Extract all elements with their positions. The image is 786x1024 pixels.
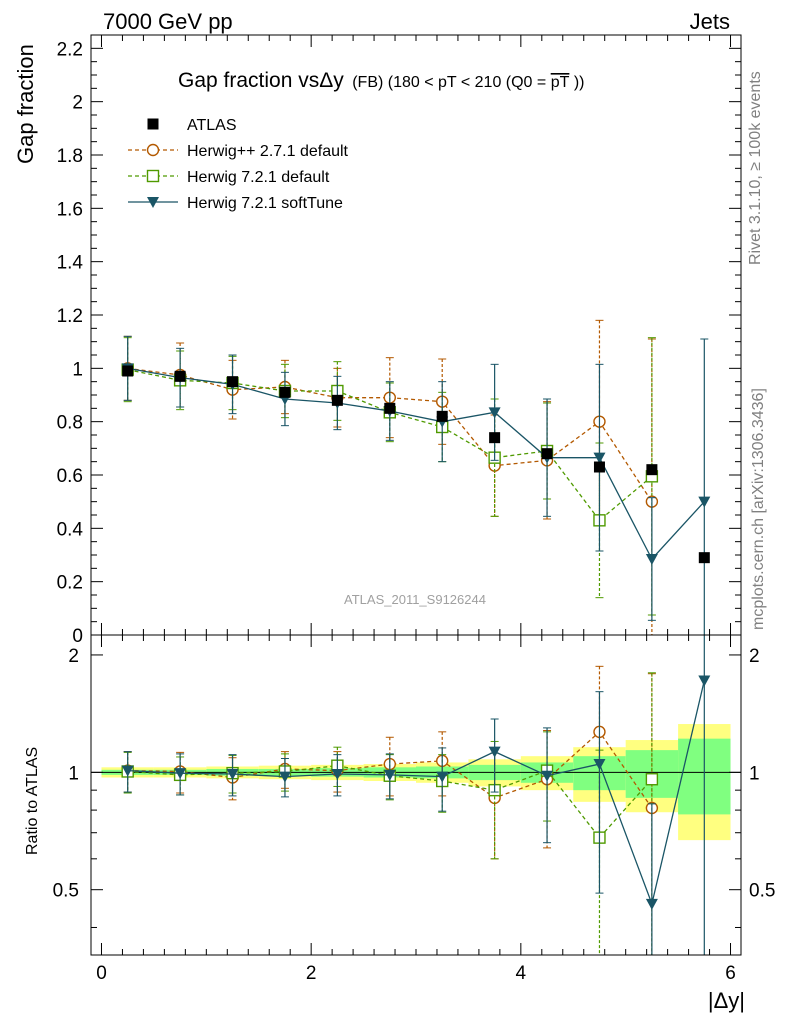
- atlas-point: [489, 432, 501, 444]
- atlas-point: [593, 461, 605, 473]
- atlas-point: [541, 448, 553, 460]
- ratio-y-tick-label: 1: [749, 763, 760, 784]
- ratio-point: [541, 770, 554, 782]
- analysis-watermark: ATLAS_2011_S9126244: [344, 592, 486, 607]
- legend-entry: Herwig 7.2.1 softTune: [128, 195, 343, 212]
- y-tick-label: 0.8: [57, 413, 83, 434]
- data-point: [698, 496, 711, 508]
- ratio-point: [226, 769, 239, 781]
- y-axis-label: Gap fraction: [13, 44, 38, 164]
- legend-entry: Herwig++ 2.7.1 default: [128, 143, 349, 160]
- y-tick-label: 0: [72, 626, 83, 647]
- mcplots-label: mcplots.cern.ch [arXiv:1306.3436]: [750, 388, 767, 630]
- ratio-uncertainty-bands: [91, 724, 741, 841]
- atlas-point: [384, 402, 396, 414]
- rivet-label: Rivet 3.1.10, ≥ 100k events: [747, 71, 764, 265]
- y-tick-label: 0.6: [57, 466, 83, 487]
- legend-label: Herwig 7.2.1 default: [187, 169, 330, 186]
- y-tick-label: 0.4: [57, 519, 84, 540]
- ratio-point: [645, 773, 659, 786]
- data-point: [488, 407, 501, 419]
- y-tick-label: 2: [72, 93, 83, 114]
- y-tick-label: 1: [72, 359, 83, 380]
- ratio-y-tick-label: 2: [749, 646, 760, 667]
- title-sub: (FB) (180 < pT < 210 (Q0 =: [352, 74, 546, 91]
- y-tick-label: 1.8: [57, 146, 83, 167]
- ratio-point: [645, 898, 658, 910]
- x-axis-label: |Δy|: [708, 988, 745, 1013]
- ratio-series-line: [127, 730, 653, 809]
- atlas-point: [279, 386, 291, 398]
- ratio-point: [278, 771, 291, 783]
- ratio-point: [174, 768, 187, 780]
- atlas-point: [122, 365, 134, 377]
- x-tick-label: 4: [516, 963, 527, 984]
- legend-entry: ATLAS: [147, 117, 237, 134]
- title-close: )): [574, 74, 585, 91]
- legend-marker: [146, 143, 160, 157]
- atlas-point: [698, 552, 710, 564]
- ratio-point: [331, 769, 344, 781]
- y-tick-label: 1.4: [57, 253, 84, 274]
- header-right: Jets: [690, 9, 730, 34]
- series-atlas: [122, 365, 710, 564]
- chart-title: Gap fraction vsΔy (FB) (180 < pT < 210 (…: [178, 69, 584, 92]
- atlas-point: [174, 370, 186, 382]
- ratio-point: [383, 769, 396, 781]
- ratio-panel-frame: [90, 634, 742, 956]
- atlas-point: [331, 394, 343, 406]
- ratio-point: [436, 771, 449, 783]
- ratio-y-tick-label: 1: [68, 763, 79, 784]
- atlas-point: [646, 464, 658, 476]
- legend-label: Herwig 7.2.1 softTune: [187, 195, 343, 212]
- ratio-y-tick-label: 2: [68, 646, 79, 667]
- y-tick-label: 0.2: [57, 573, 83, 594]
- legend-label: ATLAS: [187, 117, 237, 134]
- atlas-point: [227, 376, 239, 388]
- legend-marker: [147, 118, 159, 130]
- legend-marker: [147, 197, 159, 208]
- legend: ATLAS Herwig++ 2.7.1 default Herwig 7.2.1 …: [128, 117, 349, 212]
- series-2: [121, 335, 711, 955]
- ratio-y-tick-label: 0.5: [53, 881, 79, 902]
- title-main: Gap fraction vsΔy: [178, 69, 344, 92]
- x-tick-label: 0: [96, 963, 107, 984]
- ratio-series-line: [127, 680, 705, 907]
- header-left: 7000 GeV pp: [103, 9, 233, 34]
- legend-label: Herwig++ 2.7.1 default: [187, 143, 349, 160]
- x-tick-label: 2: [306, 963, 317, 984]
- y-tick-label: 1.2: [57, 306, 83, 327]
- ratio-y-axis-label: Ratio to ATLAS: [24, 747, 41, 855]
- title-overline: pT: [551, 74, 570, 91]
- ratio-point: [121, 765, 134, 777]
- ratio-y-tick-label: 0.5: [749, 881, 775, 902]
- series-layer: [121, 319, 711, 955]
- y-tick-label: 1.6: [57, 199, 83, 220]
- series-line: [127, 367, 705, 561]
- ratio-point: [698, 675, 711, 687]
- x-tick-label: 6: [725, 963, 736, 984]
- axis-ticks: 00.20.40.60.811.21.41.61.822.20 2 4 60.5 0.5…: [53, 35, 775, 984]
- data-point: [645, 554, 658, 565]
- y-tick-label: 2.2: [57, 39, 83, 60]
- atlas-point: [436, 410, 448, 422]
- legend-entry: Herwig 7.2.1 default: [128, 169, 330, 186]
- legend-marker: [146, 169, 160, 183]
- ratio-point: [593, 759, 606, 771]
- data-point: [593, 452, 606, 464]
- ratio-point: [488, 746, 501, 758]
